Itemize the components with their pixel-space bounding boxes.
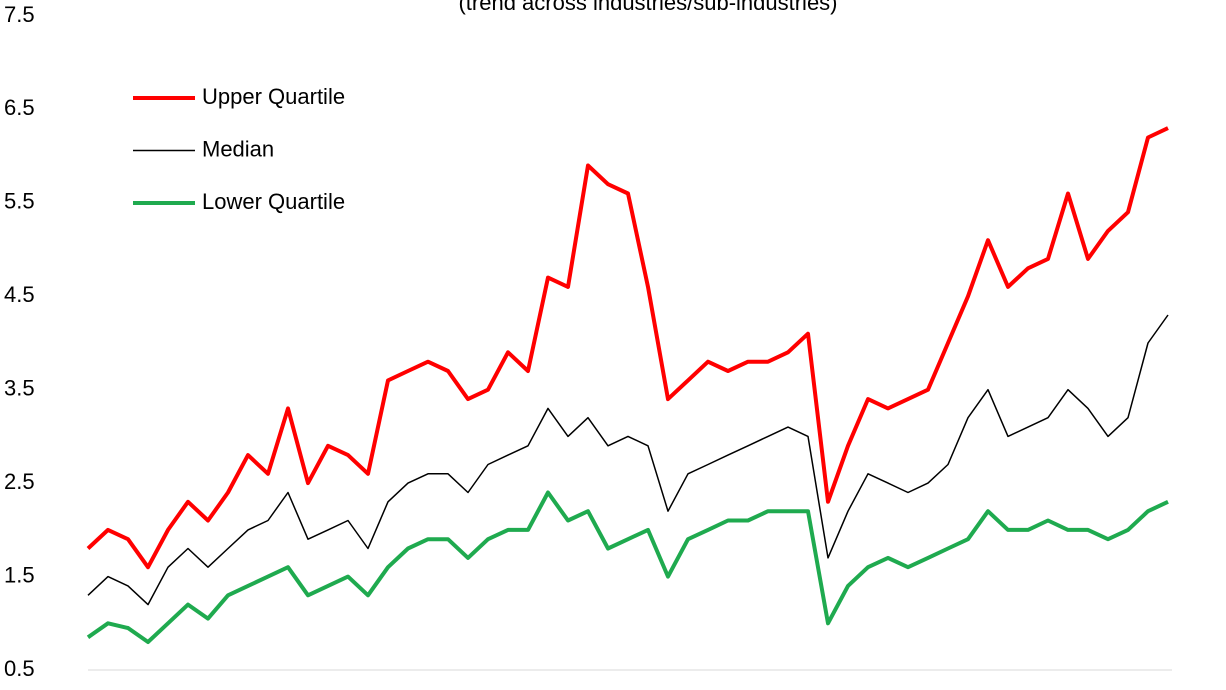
series-line — [86, 126, 1169, 570]
y-tick-label: 6.5 — [4, 95, 35, 120]
y-tick-label: 4.5 — [4, 282, 35, 307]
series-line — [87, 314, 1169, 606]
y-tick-label: 7.5 — [4, 2, 35, 27]
chart-subtitle: (trend across industries/sub-industries) — [458, 0, 837, 15]
y-tick-label: 3.5 — [4, 376, 35, 401]
y-tick-label: 1.5 — [4, 562, 35, 587]
legend-label: Median — [202, 136, 274, 161]
legend-label: Upper Quartile — [202, 84, 345, 109]
legend-label: Lower Quartile — [202, 189, 345, 214]
y-tick-label: 5.5 — [4, 189, 35, 214]
y-tick-label: 2.5 — [4, 469, 35, 494]
series-line — [86, 490, 1169, 644]
y-tick-label: 0.5 — [4, 656, 35, 681]
